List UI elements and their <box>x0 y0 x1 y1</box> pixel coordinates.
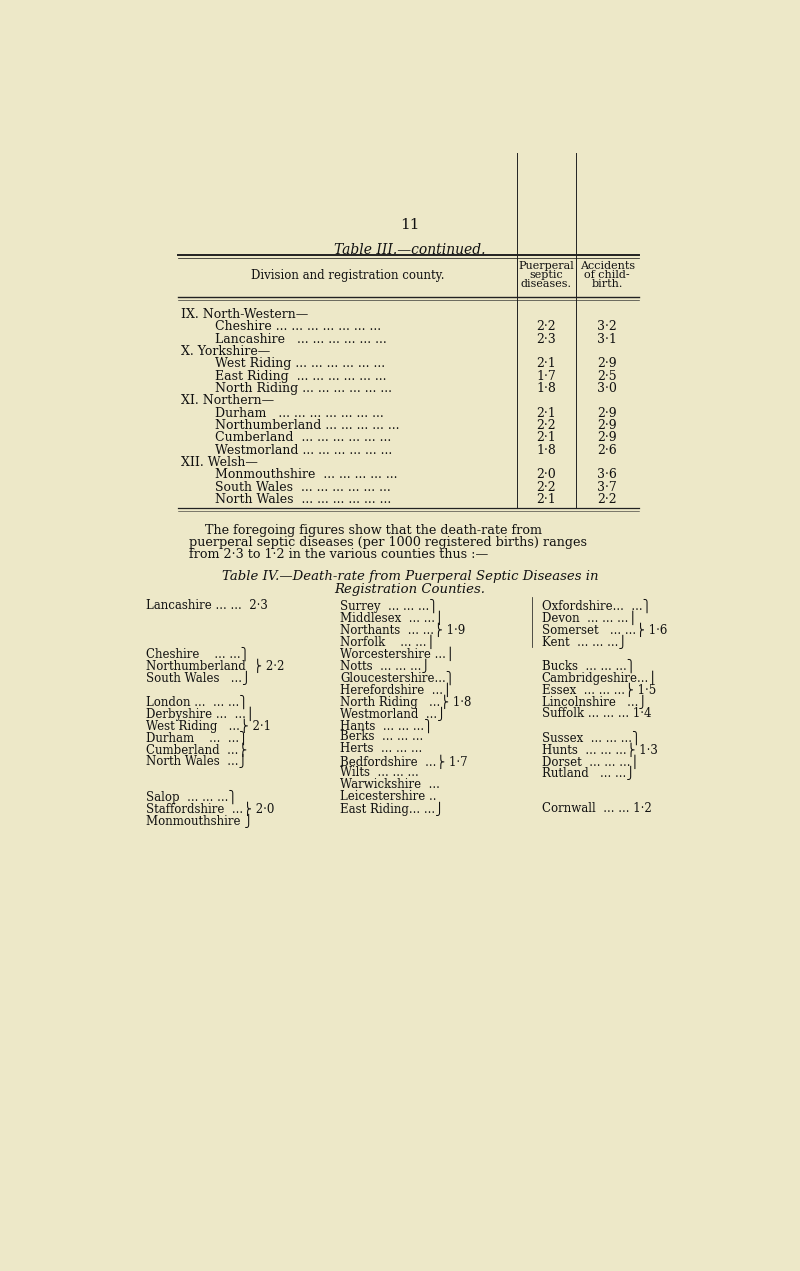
Text: 11: 11 <box>400 217 420 233</box>
Text: Bucks  ... ... ...⎫: Bucks ... ... ...⎫ <box>542 658 635 674</box>
Text: Division and registration county.: Division and registration county. <box>251 268 445 282</box>
Text: 2·9: 2·9 <box>598 357 617 370</box>
Text: Herefordshire  ...⎪: Herefordshire ...⎪ <box>340 683 452 697</box>
Text: Accidents: Accidents <box>580 261 635 271</box>
Text: Herts  ... ... ...: Herts ... ... ... <box>340 742 422 755</box>
Text: Table III.—continued.: Table III.—continued. <box>334 243 486 258</box>
Text: Sussex  ... ... ...⎫: Sussex ... ... ...⎫ <box>542 731 641 745</box>
Text: Westmorland ... ... ... ... ... ...: Westmorland ... ... ... ... ... ... <box>214 444 392 456</box>
Text: 3·1: 3·1 <box>598 333 617 346</box>
Text: Hunts  ... ... ...⎬ 1·3: Hunts ... ... ...⎬ 1·3 <box>542 742 658 756</box>
Text: East Riding  ... ... ... ... ... ...: East Riding ... ... ... ... ... ... <box>214 370 386 383</box>
Text: Dorset  ... ... ...⎪: Dorset ... ... ...⎪ <box>542 754 639 769</box>
Text: Monmouthshire ⎭: Monmouthshire ⎭ <box>146 813 254 829</box>
Text: 2·3: 2·3 <box>537 333 556 346</box>
Text: 2·2: 2·2 <box>537 419 556 432</box>
Text: Suffolk ... ... ... 1·4: Suffolk ... ... ... 1·4 <box>542 707 651 719</box>
Text: Puerperal: Puerperal <box>518 261 574 271</box>
Text: Northumberland ... ... ... ... ...: Northumberland ... ... ... ... ... <box>214 419 399 432</box>
Text: Table IV.—Death-rate from Puerperal Septic Diseases in: Table IV.—Death-rate from Puerperal Sept… <box>222 569 598 583</box>
Text: Hants  ... ... ...⎫: Hants ... ... ...⎫ <box>340 718 434 733</box>
Text: Warwickshire  ...: Warwickshire ... <box>340 778 440 791</box>
Text: Leicestershire ..: Leicestershire .. <box>340 791 437 803</box>
Text: Cheshire ... ... ... ... ... ... ...: Cheshire ... ... ... ... ... ... ... <box>214 320 381 333</box>
Text: Derbyshire ...  ...⎪: Derbyshire ... ...⎪ <box>146 707 255 721</box>
Text: 2·9: 2·9 <box>598 407 617 419</box>
Text: 2·2: 2·2 <box>537 480 556 493</box>
Text: West Riding   ...⎬ 2·1: West Riding ...⎬ 2·1 <box>146 718 271 733</box>
Text: Cambridgeshire...⎪: Cambridgeshire...⎪ <box>542 671 658 685</box>
Text: Middlesex  ... ...⎪: Middlesex ... ...⎪ <box>340 611 444 625</box>
Text: birth.: birth. <box>591 278 623 289</box>
Text: The foregoing figures show that the death-rate from: The foregoing figures show that the deat… <box>189 524 542 536</box>
Text: Wilts  ... ... ...: Wilts ... ... ... <box>340 766 419 779</box>
Text: Norfolk    ... ...⎪: Norfolk ... ...⎪ <box>340 636 436 649</box>
Text: XI. Northern—: XI. Northern— <box>182 394 274 407</box>
Text: 2·1: 2·1 <box>537 407 556 419</box>
Text: North Riding ... ... ... ... ... ...: North Riding ... ... ... ... ... ... <box>214 383 392 395</box>
Text: 2·1: 2·1 <box>537 493 556 506</box>
Text: North Riding   ...⎬ 1·8: North Riding ...⎬ 1·8 <box>340 694 472 709</box>
Text: Lancashire   ... ... ... ... ... ...: Lancashire ... ... ... ... ... ... <box>214 333 386 346</box>
Text: of child-: of child- <box>585 269 630 280</box>
Text: North Wales  ...⎭: North Wales ...⎭ <box>146 754 248 769</box>
Text: from 2·3 to 1·2 in the various counties thus :—: from 2·3 to 1·2 in the various counties … <box>189 548 488 562</box>
Text: South Wales   ...⎭: South Wales ...⎭ <box>146 671 251 685</box>
Text: Bedfordshire  ...⎬ 1·7: Bedfordshire ...⎬ 1·7 <box>340 754 468 769</box>
Text: Westmorland  ...⎭: Westmorland ...⎭ <box>340 707 446 721</box>
Text: 2·5: 2·5 <box>598 370 617 383</box>
Text: Devon  ... ... ...⎪: Devon ... ... ...⎪ <box>542 611 637 625</box>
Text: Monmouthshire  ... ... ... ... ...: Monmouthshire ... ... ... ... ... <box>214 468 397 482</box>
Text: 2·1: 2·1 <box>537 357 556 370</box>
Text: Northumberland  ⎬ 2·2: Northumberland ⎬ 2·2 <box>146 658 285 674</box>
Text: 3·0: 3·0 <box>598 383 617 395</box>
Text: Worcestershire ...⎪: Worcestershire ...⎪ <box>340 647 455 661</box>
Text: 2·0: 2·0 <box>537 468 556 482</box>
Text: Cheshire    ... ...⎫: Cheshire ... ...⎫ <box>146 647 250 661</box>
Text: Durham   ... ... ... ... ... ... ...: Durham ... ... ... ... ... ... ... <box>214 407 383 419</box>
Text: 2·9: 2·9 <box>598 419 617 432</box>
Text: 3·6: 3·6 <box>598 468 617 482</box>
Text: Cumberland  ... ... ... ... ... ...: Cumberland ... ... ... ... ... ... <box>214 431 391 445</box>
Text: Notts  ... ... ...⎭: Notts ... ... ...⎭ <box>340 658 430 672</box>
Text: Staffordshire  ...⎬ 2·0: Staffordshire ...⎬ 2·0 <box>146 802 275 816</box>
Text: Registration Counties.: Registration Counties. <box>334 583 486 596</box>
Text: West Riding ... ... ... ... ... ...: West Riding ... ... ... ... ... ... <box>214 357 385 370</box>
Text: IX. North-Western—: IX. North-Western— <box>182 308 309 322</box>
Text: Surrey  ... ... ...⎫: Surrey ... ... ...⎫ <box>340 599 438 614</box>
Text: North Wales  ... ... ... ... ... ...: North Wales ... ... ... ... ... ... <box>214 493 391 506</box>
Text: X. Yorkshire—: X. Yorkshire— <box>182 344 270 358</box>
Text: Salop  ... ... ...⎫: Salop ... ... ...⎫ <box>146 791 238 805</box>
Text: 2·1: 2·1 <box>537 431 556 445</box>
Text: Essex  ... ... ...⎬ 1·5: Essex ... ... ...⎬ 1·5 <box>542 683 656 697</box>
Text: Rutland   ... ...⎭: Rutland ... ...⎭ <box>542 766 635 780</box>
Text: 2·2: 2·2 <box>537 320 556 333</box>
Text: 1·8: 1·8 <box>537 383 556 395</box>
Text: 3·7: 3·7 <box>598 480 617 493</box>
Text: 1·7: 1·7 <box>537 370 556 383</box>
Text: South Wales  ... ... ... ... ... ...: South Wales ... ... ... ... ... ... <box>214 480 390 493</box>
Text: Cornwall  ... ... 1·2: Cornwall ... ... 1·2 <box>542 802 651 815</box>
Text: Lincolnshire   ...⎭: Lincolnshire ...⎭ <box>542 694 647 709</box>
Text: XII. Welsh—: XII. Welsh— <box>182 456 258 469</box>
Text: Kent  ... ... ...⎭: Kent ... ... ...⎭ <box>542 636 627 649</box>
Text: 2·6: 2·6 <box>598 444 617 456</box>
Text: East Riding... ...⎭: East Riding... ...⎭ <box>340 802 444 816</box>
Text: 3·2: 3·2 <box>598 320 617 333</box>
Text: 2·2: 2·2 <box>598 493 617 506</box>
Text: Durham    ...  ...⎫: Durham ... ...⎫ <box>146 731 249 745</box>
Text: septic: septic <box>530 269 563 280</box>
Text: Oxfordshire...  ...⎫: Oxfordshire... ...⎫ <box>542 599 651 614</box>
Text: Northants  ... ...⎬ 1·9: Northants ... ...⎬ 1·9 <box>340 623 466 637</box>
Text: 1·8: 1·8 <box>537 444 556 456</box>
Text: Somerset   ... ...⎬ 1·6: Somerset ... ...⎬ 1·6 <box>542 623 667 637</box>
Text: Cumberland  ...⎬: Cumberland ...⎬ <box>146 742 248 756</box>
Text: 2·9: 2·9 <box>598 431 617 445</box>
Text: Berks  ... ... ...: Berks ... ... ... <box>340 731 423 744</box>
Text: diseases.: diseases. <box>521 278 572 289</box>
Text: London ...  ... ...⎫: London ... ... ...⎫ <box>146 694 249 709</box>
Text: puerperal septic diseases (per 1000 registered births) ranges: puerperal septic diseases (per 1000 regi… <box>189 536 587 549</box>
Text: Lancashire ... ...  2·3: Lancashire ... ... 2·3 <box>146 599 268 613</box>
Text: Gloucestershire...⎫: Gloucestershire...⎫ <box>340 671 455 685</box>
